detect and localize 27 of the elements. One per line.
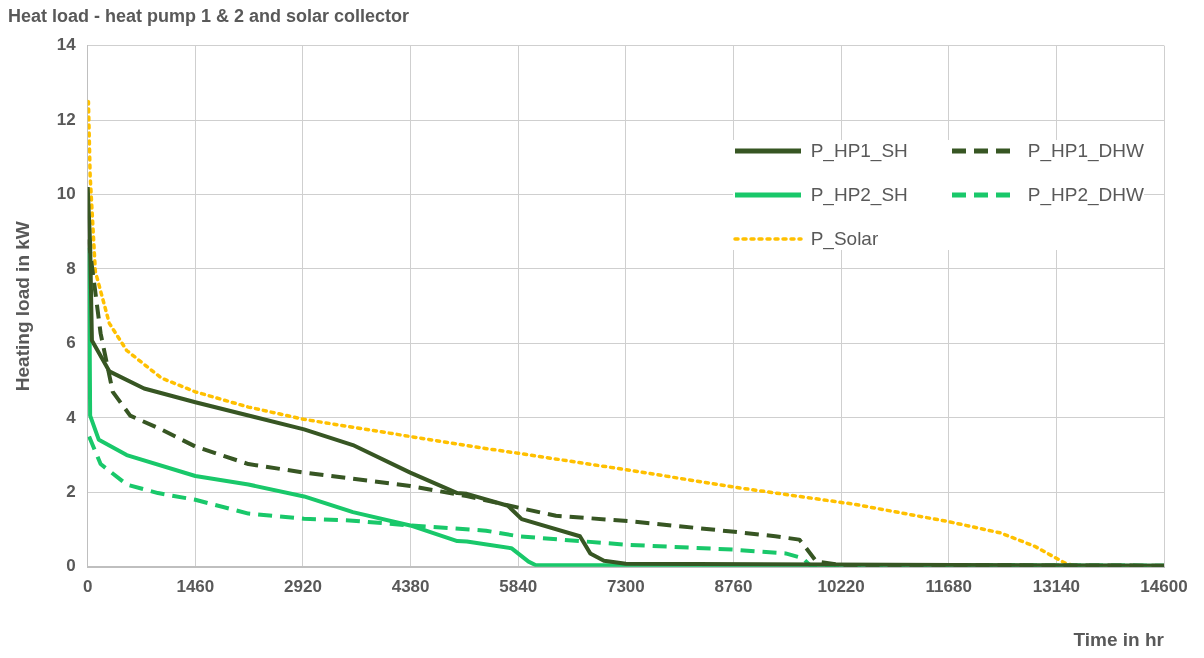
x-tick-label: 4380: [391, 576, 430, 596]
legend-label: P_HP1_SH: [810, 140, 908, 162]
y-tick-label: 0: [66, 556, 76, 576]
legend-label: P_Solar: [810, 228, 879, 250]
x-tick-label: 8760: [714, 576, 753, 596]
x-tick-label: 7300: [606, 576, 645, 596]
y-axis-title: Heating load in kW: [11, 221, 33, 392]
x-tick-label: 10220: [817, 576, 865, 596]
y-tick-label: 6: [66, 333, 76, 353]
legend-label: P_HP2_SH: [810, 184, 908, 206]
x-tick-label: 11680: [925, 576, 972, 596]
x-tick-label: 14600: [1140, 576, 1188, 596]
x-tick-label: 2920: [284, 576, 322, 596]
y-tick-label: 2: [66, 482, 76, 502]
chart-title: Heat load - heat pump 1 & 2 and solar collector: [8, 5, 410, 26]
y-tick-label: 14: [56, 35, 77, 55]
legend-label: P_HP2_DHW: [1027, 184, 1144, 206]
y-tick-label: 12: [56, 109, 76, 129]
x-tick-label: 13140: [1032, 576, 1081, 596]
x-axis-title: Time in hr: [1073, 628, 1165, 650]
y-tick-label: 4: [66, 407, 77, 427]
y-tick-label: 10: [56, 184, 76, 204]
x-tick-label: 5840: [499, 576, 538, 596]
x-tick-label: 1460: [176, 576, 215, 596]
x-tick-label: 0: [82, 576, 93, 596]
y-tick-label: 8: [66, 258, 76, 278]
legend-label: P_HP1_DHW: [1027, 140, 1144, 162]
